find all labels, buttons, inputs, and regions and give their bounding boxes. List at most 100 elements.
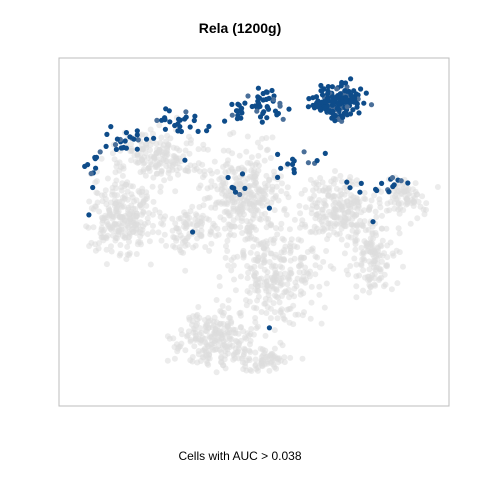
background-cell-point xyxy=(125,218,132,224)
active-cell-point xyxy=(255,85,261,91)
active-cell-point xyxy=(354,104,360,110)
background-cell-point xyxy=(317,264,323,271)
background-cell-point xyxy=(213,297,220,303)
background-cell-point xyxy=(278,306,285,313)
background-cell-point xyxy=(419,193,426,200)
background-cell-point xyxy=(291,216,298,223)
background-cell-point xyxy=(331,193,338,200)
active-cell-point xyxy=(305,104,311,110)
active-cell-point xyxy=(348,92,354,98)
active-cell-point xyxy=(350,107,356,113)
background-cell-point xyxy=(352,231,359,238)
background-cell-point xyxy=(219,303,226,309)
background-cell-point xyxy=(284,281,291,288)
background-cell-point xyxy=(95,245,102,252)
active-cell-point xyxy=(122,138,128,144)
background-cell-point xyxy=(252,172,259,179)
background-cell-point xyxy=(353,294,360,301)
active-cell-point xyxy=(305,160,311,166)
background-cell-point xyxy=(371,275,378,282)
background-cell-point xyxy=(247,249,254,256)
active-cell-point xyxy=(291,166,297,172)
background-cell-point xyxy=(257,187,264,194)
background-cell-point xyxy=(243,148,250,155)
background-cell-point xyxy=(241,197,248,204)
background-cell-point xyxy=(225,297,232,304)
background-cell-point xyxy=(277,282,284,289)
background-cell-point xyxy=(434,184,441,190)
background-cell-point xyxy=(230,262,237,269)
active-cell-point xyxy=(131,136,137,142)
background-cell-point xyxy=(404,187,411,194)
background-cell-point xyxy=(230,217,237,224)
background-cell-point xyxy=(200,146,207,152)
background-cell-point xyxy=(232,287,239,294)
background-cell-point xyxy=(251,304,257,311)
active-cell-point xyxy=(333,94,339,100)
background-cell-point xyxy=(160,216,167,223)
background-cell-point xyxy=(124,243,131,250)
background-cell-point xyxy=(211,158,218,165)
chart-title: Rela (1200g) xyxy=(198,20,282,36)
active-cell-point xyxy=(317,106,323,112)
background-cell-point xyxy=(264,269,271,276)
background-cell-point xyxy=(192,330,199,336)
background-cell-point xyxy=(296,202,303,209)
active-cell-point xyxy=(356,110,362,116)
background-cell-point xyxy=(387,239,394,246)
background-cell-point xyxy=(381,283,387,290)
background-cell-point xyxy=(348,234,354,241)
background-cell-point xyxy=(232,174,238,181)
background-cell-point xyxy=(242,363,249,370)
background-cell-point xyxy=(331,223,338,230)
background-cell-point xyxy=(308,299,315,306)
active-cell-point xyxy=(229,101,235,107)
background-cell-point xyxy=(263,224,270,231)
background-cell-point xyxy=(142,150,149,157)
background-cell-point xyxy=(233,198,240,205)
active-cell-point xyxy=(90,184,96,191)
background-cell-point xyxy=(127,148,134,155)
background-cell-point xyxy=(211,346,218,353)
background-cell-point xyxy=(237,312,244,319)
background-cell-point xyxy=(295,236,302,243)
background-cell-point xyxy=(273,192,279,199)
background-cell-point xyxy=(172,188,179,195)
active-cell-point xyxy=(343,109,349,116)
background-cell-point xyxy=(371,192,378,199)
background-cell-point xyxy=(115,224,122,231)
background-cell-point xyxy=(150,130,156,137)
active-cell-point xyxy=(322,150,328,156)
background-cell-point xyxy=(338,191,345,198)
background-cell-point xyxy=(252,319,259,326)
background-cell-point xyxy=(239,249,246,256)
active-cell-point xyxy=(187,124,193,130)
background-cell-point xyxy=(274,231,281,238)
background-cell-point xyxy=(90,206,97,213)
active-cell-point xyxy=(347,111,354,117)
background-cell-point xyxy=(361,207,368,214)
background-cell-point xyxy=(240,254,247,261)
background-cell-point xyxy=(276,299,283,306)
background-cell-point xyxy=(353,211,360,218)
background-cell-point xyxy=(102,234,109,241)
background-cell-point xyxy=(182,267,189,274)
background-cell-point xyxy=(407,220,414,227)
background-cell-point xyxy=(164,132,171,139)
active-cell-point xyxy=(242,100,248,106)
background-cell-point xyxy=(395,225,402,232)
background-cell-point xyxy=(117,250,124,257)
background-cell-point xyxy=(331,229,338,236)
background-cell-point xyxy=(175,345,182,352)
background-cell-point xyxy=(118,184,125,191)
background-cell-point xyxy=(222,180,229,187)
active-cell-point xyxy=(324,103,330,109)
active-cell-point xyxy=(192,113,198,119)
active-cell-point xyxy=(344,179,350,185)
active-cell-point xyxy=(398,178,404,184)
background-cell-point xyxy=(354,221,361,228)
background-cell-point xyxy=(264,304,271,311)
background-cell-point xyxy=(202,352,209,359)
background-cell-point xyxy=(178,249,185,256)
active-cell-point xyxy=(236,102,242,108)
